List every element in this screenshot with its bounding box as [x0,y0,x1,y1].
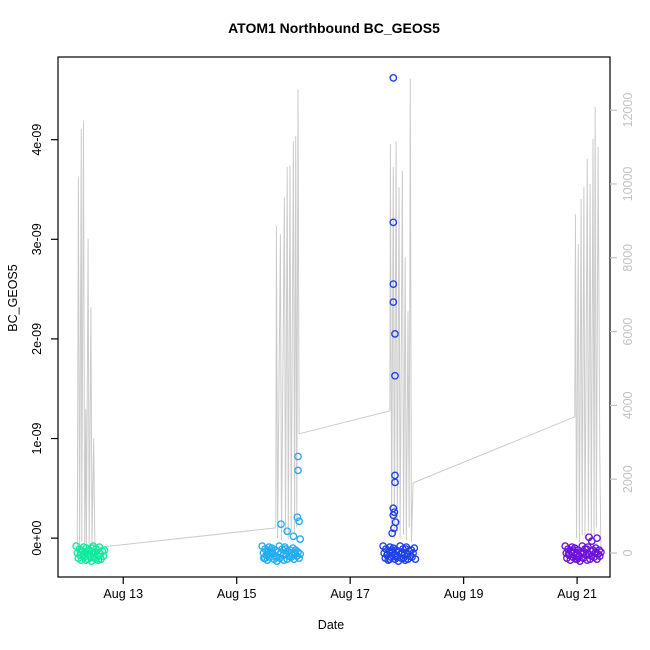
data-point [391,371,399,380]
y-axis-title: BC_GEOS5 [6,264,20,331]
data-point [391,330,399,338]
data-point [277,549,285,557]
data-point [564,550,573,558]
data-point [294,466,302,475]
data-point [389,298,398,306]
data-point [582,545,591,553]
series-flight-3 [379,74,420,565]
data-point [406,552,415,560]
data-point [289,532,298,541]
y-left-tick-label: 1e-09 [30,422,44,454]
altitude-trace [75,78,602,551]
scatter-points [72,74,605,565]
altitude-polyline [75,78,602,551]
data-point [261,554,269,562]
series-flight-2 [258,452,305,565]
data-point [389,280,398,288]
data-point [569,546,577,554]
data-point [272,553,281,561]
y-left-tick-label: 2e-09 [30,323,44,355]
series-flight-1 [72,542,109,565]
x-tick-label: Aug 17 [330,587,370,601]
y-right-tick-label: 10000 [621,167,635,202]
data-point [290,548,299,556]
data-point [92,555,100,563]
data-point [281,545,290,553]
x-tick-label: Aug 13 [103,587,143,601]
x-axis-title: Date [318,618,344,632]
chart-title: ATOM1 Northbound BC_GEOS5 [228,20,440,36]
data-point [595,552,604,560]
y-right-tick-label: 2000 [621,465,635,493]
data-point [399,554,408,562]
data-point [597,548,605,556]
x-tick-label: Aug 19 [444,587,484,601]
x-tick-label: Aug 15 [217,587,257,601]
data-point [389,74,398,82]
data-point [283,527,292,536]
y-left-tick-label: 3e-09 [30,223,44,255]
data-point [388,546,397,554]
data-point [88,544,97,552]
y-axis-right-ticks: 0 2000 4000 6000 8000 10000 12000 [610,93,635,556]
plot-border [57,56,611,578]
data-point [294,452,302,461]
data-point [386,555,394,563]
x-axis-ticks: Aug 13 Aug 15 Aug 17 Aug 19 Aug 21 [103,577,597,601]
data-point [572,555,580,563]
x-tick-label: Aug 21 [557,587,597,601]
data-point [100,546,109,554]
data-point [81,556,90,564]
data-point [96,550,105,558]
y-left-tick-label: 4e-09 [30,124,44,156]
series-flight-4 [561,533,605,565]
data-point [401,545,410,553]
data-point [296,535,305,543]
data-point [286,552,294,560]
data-point [573,553,582,561]
y-right-tick-label: 4000 [621,391,635,419]
data-point [388,529,397,538]
data-point [578,549,587,557]
data-point [293,513,302,522]
y-right-tick-label: 6000 [621,318,635,346]
y-right-tick-label: 12000 [621,93,635,128]
data-point [587,537,596,545]
data-point [410,544,419,552]
data-point [391,478,399,487]
data-point [391,518,400,527]
data-point [587,552,596,560]
data-point [295,554,303,562]
data-point [389,218,398,227]
y-axis-left-ticks: 0e+00 1e-09 2e-09 3e-09 4e-09 [30,124,58,556]
data-point [295,517,303,526]
y-left-tick-label: 0e+00 [30,520,44,555]
y-right-tick-label: 0 [621,549,635,556]
data-point [591,548,600,556]
data-point [277,520,285,529]
data-point [268,546,276,554]
data-point [76,548,85,556]
y-right-tick-label: 8000 [621,244,635,272]
data-point [389,511,398,520]
